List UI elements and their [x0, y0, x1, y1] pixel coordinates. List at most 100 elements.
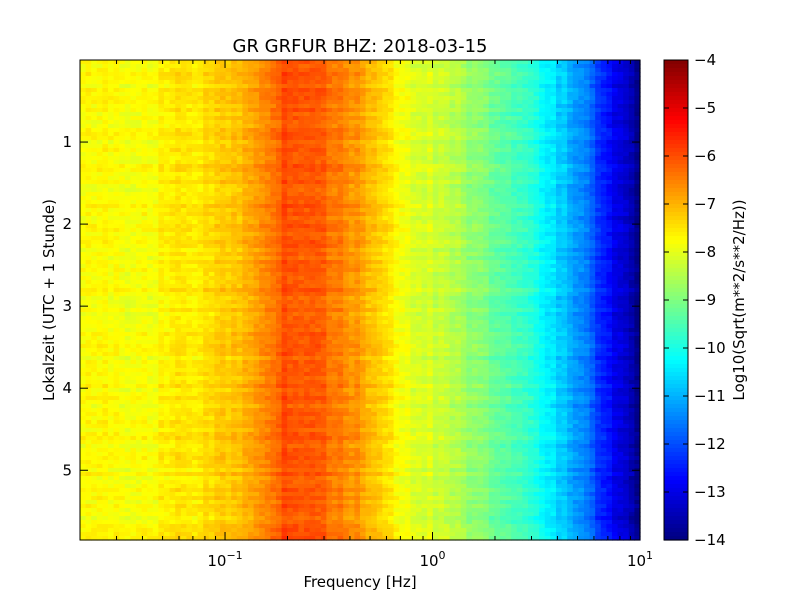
heatmap-cell [147, 436, 154, 441]
heatmap-cell [175, 196, 182, 201]
heatmap-cell [80, 292, 87, 297]
heatmap-cell [242, 172, 249, 177]
heatmap-cell [304, 472, 311, 477]
heatmap-cell [236, 404, 243, 409]
heatmap-cell [102, 104, 109, 109]
heatmap-cell [147, 164, 154, 169]
heatmap-cell [208, 524, 215, 529]
heatmap-cell [96, 496, 103, 501]
heatmap-cell [119, 132, 126, 137]
heatmap-cell [197, 396, 204, 401]
heatmap-cell [281, 448, 288, 453]
heatmap-cell [175, 496, 182, 501]
heatmap-cell [158, 456, 165, 461]
heatmap-cell [281, 216, 288, 221]
heatmap-cell [141, 428, 148, 433]
heatmap-cell [225, 452, 232, 457]
heatmap-cell [287, 452, 294, 457]
heatmap-cell [147, 376, 154, 381]
heatmap-cell [253, 64, 260, 69]
heatmap-cell [175, 120, 182, 125]
heatmap-cell [102, 536, 109, 541]
heatmap-cell [276, 308, 283, 313]
heatmap-cell [108, 368, 115, 373]
heatmap-cell [136, 280, 143, 285]
heatmap-cell [186, 180, 193, 185]
heatmap-cell [203, 520, 210, 525]
heatmap-cell [124, 396, 131, 401]
heatmap-cell [124, 256, 131, 261]
heatmap-cell [298, 64, 305, 69]
heatmap-cell [180, 164, 187, 169]
heatmap-cell [225, 276, 232, 281]
heatmap-cell [96, 68, 103, 73]
heatmap-cell [158, 448, 165, 453]
heatmap-cell [253, 364, 260, 369]
heatmap-cell [298, 388, 305, 393]
heatmap-cell [259, 492, 266, 497]
heatmap-cell [180, 152, 187, 157]
heatmap-cell [292, 460, 299, 465]
heatmap-cell [186, 312, 193, 317]
heatmap-cell [124, 320, 131, 325]
heatmap-cell [108, 272, 115, 277]
heatmap-cell [236, 380, 243, 385]
heatmap-cell [309, 72, 316, 77]
heatmap-cell [175, 416, 182, 421]
heatmap-cell [91, 68, 98, 73]
heatmap-cell [276, 176, 283, 181]
heatmap-cell [169, 208, 176, 213]
heatmap-cell [287, 68, 294, 73]
heatmap-cell [292, 140, 299, 145]
heatmap-cell [102, 528, 109, 533]
heatmap-cell [197, 460, 204, 465]
heatmap-cell [208, 64, 215, 69]
heatmap-cell [304, 204, 311, 209]
heatmap-cell [214, 216, 221, 221]
heatmap-cell [276, 484, 283, 489]
heatmap-cell [242, 108, 249, 113]
heatmap-cell [119, 292, 126, 297]
heatmap-cell [186, 252, 193, 257]
heatmap-cell [236, 236, 243, 241]
heatmap-cell [304, 416, 311, 421]
heatmap-cell [281, 380, 288, 385]
heatmap-cell [248, 184, 255, 189]
heatmap-cell [236, 168, 243, 173]
heatmap-cell [192, 204, 199, 209]
heatmap-cell [102, 232, 109, 237]
heatmap-cell [304, 408, 311, 413]
heatmap-cell [259, 312, 266, 317]
heatmap-cell [248, 76, 255, 81]
heatmap-cell [108, 116, 115, 121]
heatmap-cell [113, 200, 120, 205]
heatmap-cell [281, 468, 288, 473]
heatmap-cell [175, 304, 182, 309]
heatmap-cell [242, 244, 249, 249]
heatmap-cell [242, 272, 249, 277]
heatmap-cell [225, 528, 232, 533]
heatmap-cell [124, 156, 131, 161]
heatmap-cell [180, 304, 187, 309]
heatmap-cell [108, 100, 115, 105]
heatmap-cell [203, 332, 210, 337]
heatmap-cell [197, 356, 204, 361]
heatmap-cell [292, 364, 299, 369]
heatmap-cell [186, 288, 193, 293]
heatmap-cell [203, 92, 210, 97]
heatmap-cell [124, 376, 131, 381]
heatmap-cell [287, 72, 294, 77]
heatmap-cell [203, 416, 210, 421]
heatmap-cell [259, 200, 266, 205]
heatmap-cell [304, 320, 311, 325]
heatmap-cell [124, 328, 131, 333]
heatmap-cell [141, 92, 148, 97]
heatmap-cell [119, 212, 126, 217]
heatmap-cell [124, 240, 131, 245]
heatmap-cell [259, 144, 266, 149]
heatmap-cell [259, 156, 266, 161]
heatmap-cell [225, 504, 232, 509]
heatmap-cell [281, 60, 288, 65]
heatmap-cell [192, 308, 199, 313]
heatmap-cell [220, 416, 227, 421]
